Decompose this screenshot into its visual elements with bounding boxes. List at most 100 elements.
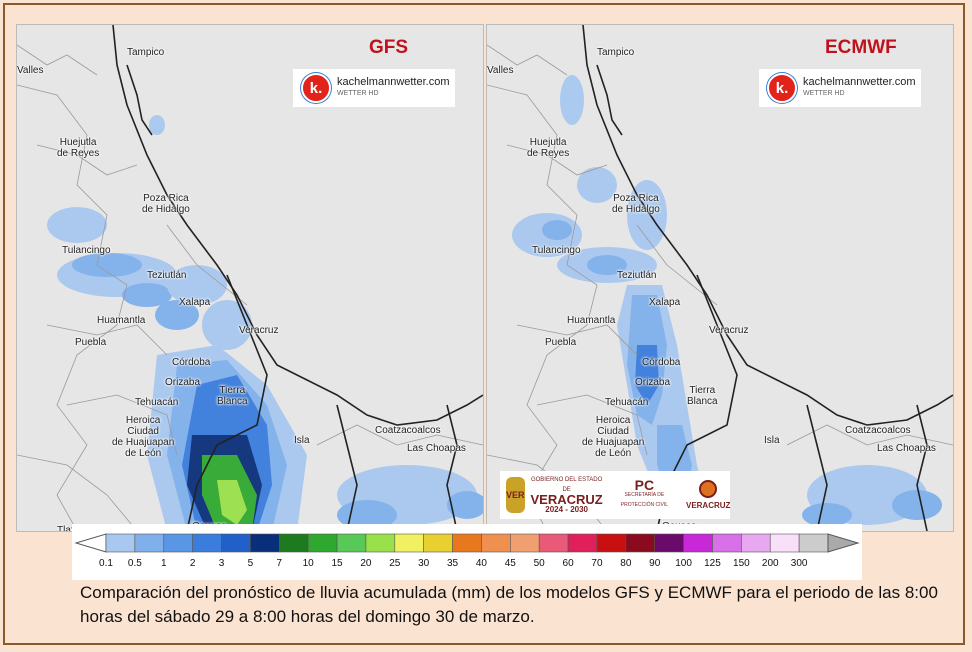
city-label: Las Choapas xyxy=(407,443,466,454)
city-label: Isla xyxy=(764,435,780,446)
legend-swatch xyxy=(105,533,136,553)
city-label: Córdoba xyxy=(642,357,681,368)
legend-swatch xyxy=(307,533,338,553)
legend-tick-label: 25 xyxy=(389,558,401,569)
legend-swatch xyxy=(163,533,193,553)
kachelmann-logo-sub: WETTER HD xyxy=(803,90,845,97)
rain-legend-bar xyxy=(74,533,860,553)
legend-tick-label: 60 xyxy=(562,558,574,569)
legend-tick-label: 80 xyxy=(620,558,632,569)
legend-swatch xyxy=(510,533,540,553)
legend-tick-label: 15 xyxy=(331,558,343,569)
city-label: Tehuacán xyxy=(135,397,179,408)
city-label: Tehuacán xyxy=(605,397,649,408)
gov-line1: GOBIERNO DEL ESTADO DE xyxy=(530,477,603,493)
legend-swatch xyxy=(481,533,511,553)
city-label: Xalapa xyxy=(179,297,211,308)
city-label: Tampico xyxy=(597,47,635,58)
legend-swatch xyxy=(741,533,771,553)
city-label: Tulancingo xyxy=(532,245,581,256)
legend-swatch xyxy=(336,533,367,553)
model-title-ecmwf: ECMWF xyxy=(825,37,897,58)
legend-swatch xyxy=(134,533,165,553)
city-label: Huejutla de Reyes xyxy=(527,137,570,159)
city-label: Valles xyxy=(487,65,514,76)
legend-swatch xyxy=(625,533,656,553)
legend-tick-label: 125 xyxy=(704,558,721,569)
legend-swatch xyxy=(365,533,396,553)
legend-tick-label: 90 xyxy=(649,558,661,569)
city-label: Coatzacoalcos xyxy=(375,425,441,436)
city-label: Huejutla de Reyes xyxy=(57,137,100,159)
legend-tick-label: 35 xyxy=(446,558,459,569)
veracruz-government-logo: VER GOBIERNO DEL ESTADO DE VERACRUZ 2024… xyxy=(500,471,730,519)
city-label: Puebla xyxy=(545,337,577,348)
city-label: Isla xyxy=(294,435,310,446)
ecmwf-rain-map xyxy=(487,25,953,531)
kachelmann-logo-mark: k. xyxy=(767,73,797,103)
legend-tick-label: 45 xyxy=(504,558,516,569)
city-label: Poza Rica de Hidalgo xyxy=(142,193,190,215)
legend-tick-label: 0.5 xyxy=(127,558,142,569)
city-label: Puebla xyxy=(75,337,107,348)
legend-tick-label: 40 xyxy=(475,558,487,569)
legend-swatch xyxy=(769,533,800,553)
city-label: Orizaba xyxy=(635,377,671,388)
legend-tick-label: 5 xyxy=(247,558,254,569)
city-label: Heroica Ciudad de Huajuapan de León xyxy=(112,415,175,459)
city-label: Tampico xyxy=(127,47,165,58)
kachelmann-logo: k. kachelmannwetter.com WETTER HD xyxy=(759,69,921,107)
city-label: Coatzacoalcos xyxy=(845,425,911,436)
pc-sub: SECRETARÍA DE PROTECCIÓN CIVIL xyxy=(620,492,668,508)
model-title-gfs: GFS xyxy=(369,37,409,58)
legend-swatch xyxy=(538,533,569,553)
pc-mark: PC xyxy=(634,477,655,493)
legend-arrow-low xyxy=(74,533,107,553)
legend-tick-label: 3 xyxy=(218,558,225,569)
legend-swatch xyxy=(192,533,222,553)
legend-swatch xyxy=(423,533,453,553)
kachelmann-logo-name: kachelmannwetter.com xyxy=(337,76,450,88)
city-label: Tierra Blanca xyxy=(687,385,718,407)
civil-protection-icon xyxy=(699,479,718,498)
city-label: Veracruz xyxy=(239,325,279,336)
kachelmann-logo-sub: WETTER HD xyxy=(337,90,379,97)
kachelmann-logo-mark: k. xyxy=(301,73,331,103)
legend-swatch xyxy=(683,533,713,553)
legend-tick-label: 300 xyxy=(790,558,808,569)
legend-tick-label: 150 xyxy=(733,558,750,569)
legend-tick-label: 20 xyxy=(360,558,372,569)
legend-tick-label: 70 xyxy=(591,558,603,569)
ecmwf-map-panel: ECMWF k. kachelmannwetter.com WETTER HD T… xyxy=(486,24,954,532)
legend-tick-label: 100 xyxy=(675,558,692,569)
legend-swatch xyxy=(394,533,424,553)
city-label: Tierra Blanca xyxy=(217,385,248,407)
legend-swatch xyxy=(221,533,251,553)
city-label: Valles xyxy=(17,65,44,76)
gov-state: VERACRUZ xyxy=(530,492,603,507)
kachelmann-logo-name: kachelmannwetter.com xyxy=(803,76,916,88)
pc-right-state: VERACRUZ xyxy=(685,500,731,510)
gov-years: 2024 - 2030 xyxy=(545,505,588,514)
legend-tick-label: 7 xyxy=(276,558,283,569)
city-label: Tulancingo xyxy=(62,245,111,256)
city-label: Orizaba xyxy=(165,377,201,388)
kachelmann-logo: k. kachelmannwetter.com WETTER HD xyxy=(293,69,455,107)
legend-swatch xyxy=(567,533,598,553)
figure-caption: Comparación del pronóstico de lluvia acu… xyxy=(80,583,938,626)
rain-legend: 0.1 0.5 1 2 3 5 7 10 15 20 25 30 35 40 45 50 60 70 80 90 100… xyxy=(72,524,862,580)
legend-tick-label: 10 xyxy=(302,558,314,569)
city-label: Las Choapas xyxy=(877,443,936,454)
legend-tick-label: 30 xyxy=(418,558,430,569)
city-label: Heroica Ciudad de Huajuapan de León xyxy=(582,415,645,459)
city-label: Teziutlán xyxy=(617,270,657,281)
city-label: Huamantla xyxy=(567,315,616,326)
city-label: Poza Rica de Hidalgo xyxy=(612,193,660,215)
legend-tick-label: 2 xyxy=(189,558,196,569)
legend-arrow-high xyxy=(827,533,860,553)
legend-tick-label: 1 xyxy=(160,558,167,569)
city-label: Teziutlán xyxy=(147,270,187,281)
city-label: Xalapa xyxy=(649,297,681,308)
legend-swatch xyxy=(278,533,309,553)
legend-tick-label: 50 xyxy=(533,558,545,569)
